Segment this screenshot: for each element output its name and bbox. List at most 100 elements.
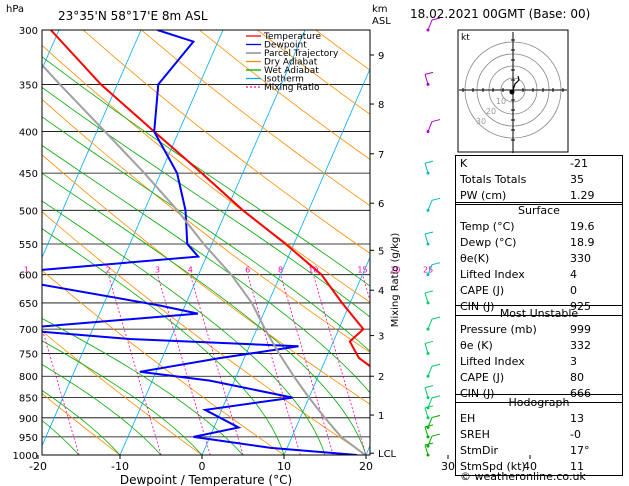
wind-barb-dot xyxy=(426,435,430,439)
index-row-k: K -21 xyxy=(460,157,588,170)
surface-row: Temp (°C) 19.6 xyxy=(460,220,595,233)
pressure-tick-label: 400 xyxy=(19,128,38,139)
hodograph-panel: Hodograph EH 13 SREH -0 StmDir 17° StmSpd (… xyxy=(455,394,623,476)
pressure-tick-label: 700 xyxy=(19,325,38,336)
hodograph-ring-label: 10 xyxy=(496,97,506,106)
km-tick-label: 7 xyxy=(378,150,384,161)
wind-barb-flag xyxy=(431,316,441,320)
km-tick-label: 3 xyxy=(378,332,384,343)
wind-barb-dot xyxy=(426,242,430,246)
wet-adiabat-line xyxy=(42,56,370,287)
mixing-ratio-line xyxy=(312,274,367,455)
surface-row: CIN (J) 925 xyxy=(460,300,591,313)
wet-adiabat-line xyxy=(42,340,203,455)
indices-top-panel: K -21 Totals Totals 35 PW (cm) 1.29 xyxy=(455,155,623,205)
dry-adiabat-line xyxy=(82,30,370,254)
surface-panel: Surface Temp (°C) 19.6 Dewp (°C) 18.9 θe(K… xyxy=(455,202,623,316)
pressure-tick-label: 300 xyxy=(19,26,38,37)
plot-area xyxy=(42,30,370,455)
isotherm-line xyxy=(283,256,370,455)
km-tick-label: LCL xyxy=(378,449,397,460)
wind-barb-staff xyxy=(427,318,433,330)
datetime-title: 18.02.2021 00GMT (Base: 00) xyxy=(410,7,590,21)
mixing-ratio-line xyxy=(280,274,334,455)
hodograph-ring-label: 30 xyxy=(476,117,486,126)
hodograph-storm-marker xyxy=(509,89,515,95)
dry-adiabat-line xyxy=(42,393,121,455)
wind-barb-dot xyxy=(426,28,430,32)
hpa-label: hPa xyxy=(6,4,24,15)
index-row-pw: PW (cm) 1.29 xyxy=(460,189,595,202)
plot-frame xyxy=(41,29,371,456)
wind-barb-staff xyxy=(424,74,429,85)
hodograph-title: Hodograph xyxy=(508,396,570,409)
isotherm-line xyxy=(201,68,370,455)
wind-barb-staff xyxy=(427,435,433,447)
wind-barb-dot xyxy=(426,301,430,305)
pressure-tick-label: 450 xyxy=(19,169,38,180)
wet-adiabat-line xyxy=(42,86,370,318)
mixing-ratio-label: 15 xyxy=(357,266,367,275)
wind-barb-staff xyxy=(424,407,429,418)
most-unstable-title: Most Unstable xyxy=(499,307,579,320)
wind-barb-dot xyxy=(426,273,430,277)
mixing-ratio-label: 25 xyxy=(423,266,433,275)
mu-row: CAPE (J) 80 xyxy=(460,371,584,384)
wind-barb-flag xyxy=(431,197,441,201)
asl-label: ASL xyxy=(372,16,391,27)
wind-barb-flag xyxy=(424,71,434,75)
mu-row: Lifted Index 3 xyxy=(460,355,577,368)
wind-barb-flag xyxy=(431,414,441,418)
pressure-tick-label: 500 xyxy=(19,206,38,217)
wind-barb-dot xyxy=(426,444,430,448)
wind-barb-dot xyxy=(426,171,430,175)
wind-barb-staff xyxy=(427,397,433,409)
wind-barb-staff xyxy=(427,200,433,211)
pressure-tick-label: 850 xyxy=(19,394,38,405)
hodograph-trace xyxy=(512,75,520,91)
isotherm-line xyxy=(42,30,142,259)
wet-adiabat-line xyxy=(42,419,80,455)
wind-barb-dot xyxy=(426,327,430,331)
wet-adiabat-line xyxy=(42,317,244,455)
surface-row: Lifted Index 4 xyxy=(460,268,577,281)
wind-barb-flag xyxy=(431,433,441,437)
isotherm-line xyxy=(42,30,224,447)
pressure-tick-label: 900 xyxy=(19,414,38,425)
km-label: km xyxy=(372,4,388,15)
hodo-row: StmDir 17° xyxy=(460,444,590,457)
wind-barb-dot xyxy=(426,425,430,429)
wet-adiabat-line xyxy=(42,116,370,352)
hodo-row: SREH -0 xyxy=(460,428,581,441)
hodo-row: EH 13 xyxy=(460,412,584,425)
legend-label: Temperature xyxy=(263,32,321,42)
hodograph-kt-label: kt xyxy=(461,33,470,43)
wind-barb-dot xyxy=(426,130,430,134)
x-tick-label: -20 xyxy=(29,460,47,473)
wet-adiabat-line xyxy=(42,390,121,455)
profile-temperature xyxy=(50,30,370,368)
km-tick-label: 4 xyxy=(378,286,384,297)
hodo-row: StmSpd (kt) 11 xyxy=(460,460,584,473)
pressure-tick-label: 800 xyxy=(19,372,38,383)
legend-label: Wet Adiabat xyxy=(264,66,319,76)
mixing-ratio-label: 2 xyxy=(106,266,111,275)
wind-barb-staff xyxy=(424,233,429,245)
km-tick-label: 8 xyxy=(378,100,384,111)
wind-barb-flag xyxy=(424,385,434,389)
wet-adiabat-line xyxy=(42,364,162,455)
dry-adiabat-line xyxy=(199,30,370,160)
wind-barb-flag xyxy=(431,363,441,367)
mixing-ratio-line xyxy=(189,274,244,455)
wind-barb-dot xyxy=(426,416,430,420)
mixing-ratio-label: 3 xyxy=(155,266,160,275)
mixing-ratio-label: 1 xyxy=(24,266,29,275)
wet-adiabat-line xyxy=(42,200,326,455)
dry-adiabat-line xyxy=(42,211,367,455)
profile-dewpoint xyxy=(42,30,358,455)
wet-adiabat-line xyxy=(42,144,370,394)
wind-barb-staff xyxy=(424,162,429,174)
legend-label: Mixing Ratio xyxy=(264,83,320,93)
